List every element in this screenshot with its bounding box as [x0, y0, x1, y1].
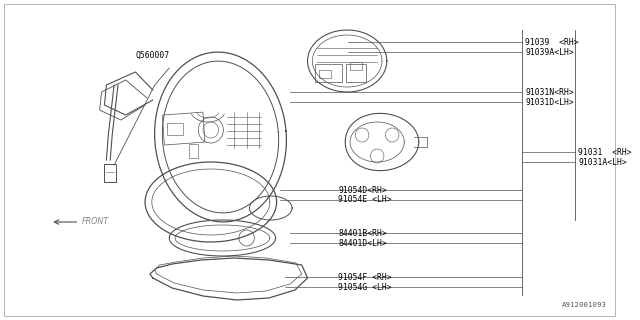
Text: Q560007: Q560007: [136, 51, 170, 60]
Text: 91031  <RH>: 91031 <RH>: [579, 148, 632, 156]
Text: 91054E <LH>: 91054E <LH>: [339, 196, 392, 204]
Bar: [167, 123, 183, 135]
Bar: [350, 62, 362, 70]
Text: 91054F <RH>: 91054F <RH>: [339, 273, 392, 282]
Bar: [163, 112, 205, 145]
Text: 91039A<LH>: 91039A<LH>: [525, 47, 574, 57]
Bar: [316, 64, 342, 82]
Text: 84401B<RH>: 84401B<RH>: [339, 228, 387, 237]
Text: 91031N<RH>: 91031N<RH>: [525, 87, 574, 97]
Bar: [189, 144, 198, 158]
Text: 91039  <RH>: 91039 <RH>: [525, 37, 579, 46]
Text: 84401D<LH>: 84401D<LH>: [339, 238, 387, 247]
Bar: [346, 64, 365, 82]
Bar: [319, 70, 331, 78]
Text: 91031A<LH>: 91031A<LH>: [579, 157, 627, 166]
Text: FRONT: FRONT: [82, 218, 109, 227]
Text: A912001093: A912001093: [563, 302, 607, 308]
Bar: [104, 164, 116, 182]
Text: 91054G <LH>: 91054G <LH>: [339, 283, 392, 292]
Text: 91054D<RH>: 91054D<RH>: [339, 186, 387, 195]
Text: 91031D<LH>: 91031D<LH>: [525, 98, 574, 107]
